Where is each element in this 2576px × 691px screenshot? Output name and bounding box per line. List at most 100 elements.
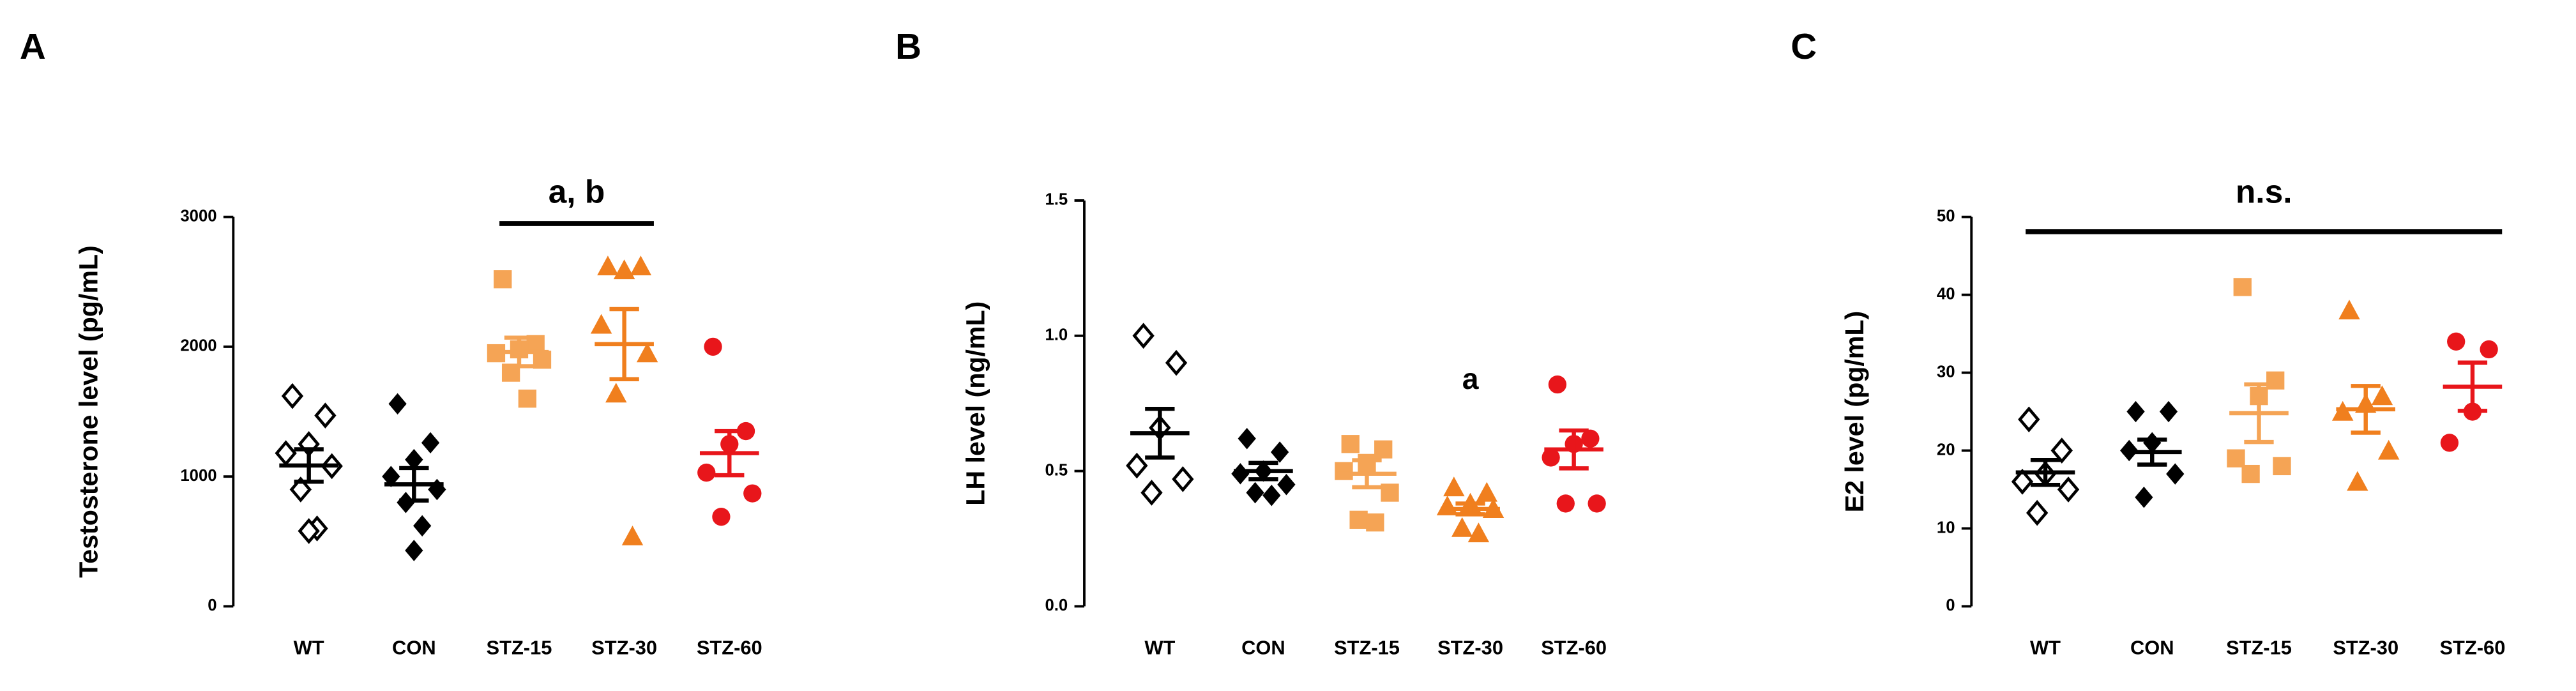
point	[2440, 434, 2459, 452]
y-tick-label: 1.0	[1045, 326, 1068, 344]
point	[388, 393, 407, 415]
point	[281, 383, 304, 409]
point	[1165, 349, 1188, 376]
point	[405, 540, 423, 561]
point	[1172, 466, 1194, 492]
error-bar	[2137, 437, 2167, 467]
point	[1262, 485, 1281, 506]
error-bar	[1145, 406, 1175, 460]
error-bar	[1559, 428, 1589, 471]
point	[1277, 474, 1296, 496]
panel: A Testosterone level (pg/mL) 0 1000 2000 3000…	[20, 26, 762, 658]
point	[2126, 400, 2145, 423]
error-bar	[609, 307, 639, 381]
x-tick-label: WT	[294, 636, 324, 658]
point	[2159, 400, 2178, 423]
point	[428, 478, 446, 501]
point	[2011, 468, 2034, 495]
point	[1443, 476, 1465, 497]
x-tick-label: STZ-60	[2439, 636, 2505, 658]
panel-letter: A	[20, 26, 46, 66]
point	[2135, 486, 2153, 508]
point	[1581, 429, 1600, 448]
point	[613, 259, 635, 280]
y-axis-label: LH level (ng/mL)	[961, 301, 990, 506]
annotation: n.s.	[2236, 172, 2292, 209]
point	[1246, 482, 1264, 504]
point	[405, 449, 423, 471]
y-tick-label: 10	[1937, 519, 1955, 536]
point	[605, 383, 627, 403]
point	[1381, 483, 1399, 502]
point	[597, 255, 619, 276]
panel-letter: B	[895, 26, 921, 66]
x-tick-label: STZ-30	[1437, 636, 1503, 658]
point	[2447, 332, 2466, 351]
point	[1436, 495, 1458, 515]
point	[413, 515, 432, 537]
panel: C E2 level (pg/mL) 0 10 20 30 40 50 WT CON STZ-15 S…	[1791, 26, 2505, 658]
y-tick-label: 30	[1937, 363, 1955, 381]
point	[636, 342, 658, 363]
error-bar	[2244, 382, 2274, 444]
point	[2273, 457, 2291, 476]
point	[630, 255, 652, 276]
point	[1335, 462, 1353, 480]
point	[2347, 471, 2368, 491]
error-bar	[715, 429, 745, 478]
point	[1366, 513, 1384, 532]
point	[621, 525, 644, 545]
panel: B LH level (ng/mL) 0.0 0.5 1.0 1.5 WT CON STZ-15…	[895, 26, 1607, 658]
error-bar	[1248, 460, 1278, 482]
point	[1548, 375, 1567, 394]
point	[1374, 440, 1393, 459]
y-axis-label: Testosterone level (pg/mL)	[73, 245, 103, 578]
x-tick-label: STZ-30	[2333, 636, 2398, 658]
point	[2233, 278, 2252, 296]
point	[1556, 494, 1575, 513]
point	[2338, 300, 2360, 320]
point	[1476, 482, 1498, 502]
point	[421, 432, 440, 454]
point	[704, 337, 722, 356]
point	[382, 466, 400, 487]
point	[1270, 441, 1289, 463]
x-tick-label: STZ-60	[1541, 636, 1607, 658]
x-tick-label: WT	[1144, 636, 1175, 658]
y-tick-label: 0.0	[1045, 596, 1068, 614]
point	[1341, 435, 1360, 453]
y-tick-label: 0	[208, 596, 216, 614]
point	[743, 484, 762, 503]
error-bar	[2030, 457, 2061, 487]
point	[1451, 517, 1473, 537]
x-tick-label: STZ-15	[1334, 636, 1400, 658]
point	[2266, 371, 2285, 390]
point	[2026, 499, 2049, 526]
point	[1126, 452, 1148, 479]
y-tick-label: 20	[1937, 441, 1955, 459]
point	[314, 402, 337, 429]
point	[1542, 448, 1560, 467]
point	[697, 463, 716, 482]
x-tick-label: STZ-15	[2226, 636, 2292, 658]
error-bar	[1352, 458, 1382, 490]
point	[518, 390, 536, 408]
y-axis-label: E2 level (pg/mL)	[1840, 311, 1869, 513]
panel-letter: C	[1791, 26, 1817, 66]
x-tick-label: CON	[392, 636, 436, 658]
point	[2371, 385, 2393, 406]
error-bar	[1455, 501, 1485, 517]
point	[1587, 494, 1606, 513]
point	[1132, 323, 1155, 349]
x-tick-label: STZ-15	[487, 636, 552, 658]
point	[2377, 439, 2400, 460]
x-tick-label: STZ-30	[591, 636, 657, 658]
point	[298, 518, 320, 544]
point	[2050, 437, 2073, 464]
point	[1140, 480, 1163, 506]
point	[2018, 406, 2040, 433]
y-tick-label: 0	[1946, 596, 1955, 614]
point	[2166, 463, 2185, 485]
point	[712, 508, 731, 526]
